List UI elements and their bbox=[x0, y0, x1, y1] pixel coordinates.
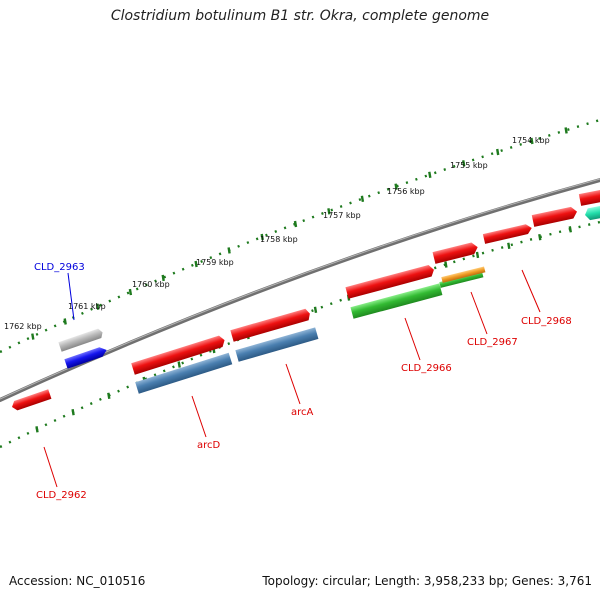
major-tick bbox=[475, 251, 480, 259]
tick-label: 1756 kbp bbox=[387, 187, 425, 196]
gene-feature-cld-2966-forward[interactable] bbox=[345, 264, 435, 299]
major-tick bbox=[107, 392, 111, 399]
genome-backbone bbox=[0, 178, 600, 402]
gene-labels: CLD_2963 CLD_2962 arcD arcA CLD_2966 CLD… bbox=[34, 262, 572, 501]
accession-label: Accession: NC_010516 bbox=[9, 574, 146, 588]
major-ticks bbox=[31, 127, 572, 433]
inner-tick-track bbox=[0, 220, 600, 449]
gene-label-cld-2966[interactable]: CLD_2966 bbox=[401, 363, 452, 374]
major-tick bbox=[428, 171, 432, 178]
gene-callouts bbox=[43, 269, 541, 488]
major-tick bbox=[530, 137, 534, 145]
gene-feature-cld-2963-grey[interactable] bbox=[58, 328, 104, 352]
gene-feature-cld-2967-orange[interactable] bbox=[441, 266, 486, 283]
major-tick bbox=[564, 127, 568, 134]
major-tick bbox=[538, 234, 542, 241]
major-tick bbox=[313, 306, 318, 313]
tick-label: 1755 kbp bbox=[450, 161, 488, 170]
major-tick bbox=[496, 148, 500, 156]
major-tick bbox=[31, 333, 35, 340]
gene-label-cld-2962[interactable]: CLD_2962 bbox=[36, 490, 87, 501]
gene-feature-arcd[interactable] bbox=[135, 352, 233, 394]
major-tick bbox=[394, 183, 398, 190]
major-tick bbox=[161, 274, 165, 282]
major-tick bbox=[227, 247, 231, 254]
gene-feature-arca[interactable] bbox=[235, 327, 319, 362]
gene-feature-cld-2963[interactable] bbox=[64, 345, 108, 369]
major-tick bbox=[35, 426, 39, 433]
tick-label: 1761 kbp bbox=[68, 302, 106, 311]
gene-feature-cld-2967-forward[interactable] bbox=[432, 241, 480, 264]
tick-label: 1757 kbp bbox=[323, 211, 361, 220]
major-tick bbox=[194, 260, 198, 268]
tick-label: 1759 kbp bbox=[196, 258, 234, 267]
major-tick bbox=[128, 288, 133, 296]
gene-label-cld-2967[interactable]: CLD_2967 bbox=[467, 337, 518, 348]
tick-label: 1758 kbp bbox=[260, 235, 298, 244]
major-tick bbox=[444, 261, 448, 268]
gene-feature-teal[interactable] bbox=[584, 205, 600, 221]
gene-label-cld-2963[interactable]: CLD_2963 bbox=[34, 262, 85, 273]
gene-label-arcd[interactable]: arcD bbox=[197, 440, 221, 451]
major-tick bbox=[327, 208, 331, 215]
gene-feature-cld-2962[interactable] bbox=[10, 389, 52, 411]
gene-label-arca[interactable]: arcA bbox=[291, 407, 314, 418]
gene-feature-cld-2967[interactable] bbox=[439, 271, 484, 288]
tick-labels: 1762 kbp 1761 kbp 1760 kbp 1759 kbp 1758… bbox=[4, 136, 550, 331]
major-tick bbox=[293, 220, 298, 228]
major-tick bbox=[507, 242, 511, 249]
gene-feature-forward-edge[interactable] bbox=[578, 188, 600, 206]
tick-label: 1760 kbp bbox=[132, 280, 170, 289]
major-tick bbox=[360, 195, 365, 202]
major-tick bbox=[568, 226, 572, 233]
major-tick bbox=[462, 160, 466, 167]
major-tick bbox=[96, 303, 100, 310]
gene-feature-cld-2968-forward[interactable] bbox=[482, 223, 533, 244]
gene-feature-cld-2966[interactable] bbox=[350, 283, 443, 319]
tick-label: 1762 kbp bbox=[4, 322, 42, 331]
gene-feature-arcd-forward[interactable] bbox=[131, 334, 226, 375]
gene-features bbox=[10, 188, 600, 411]
genome-summary: Topology: circular; Length: 3,958,233 bp… bbox=[262, 574, 592, 588]
major-tick bbox=[63, 318, 67, 325]
page-title: Clostridium botulinum B1 str. Okra, comp… bbox=[110, 8, 490, 24]
major-tick bbox=[71, 409, 75, 416]
gene-label-cld-2968[interactable]: CLD_2968 bbox=[521, 316, 572, 327]
gene-feature-arca-forward[interactable] bbox=[230, 308, 311, 342]
tick-label: 1754 kbp bbox=[512, 136, 550, 145]
major-tick bbox=[260, 233, 264, 241]
major-tick bbox=[177, 361, 181, 368]
gene-feature-forward[interactable] bbox=[531, 206, 579, 227]
